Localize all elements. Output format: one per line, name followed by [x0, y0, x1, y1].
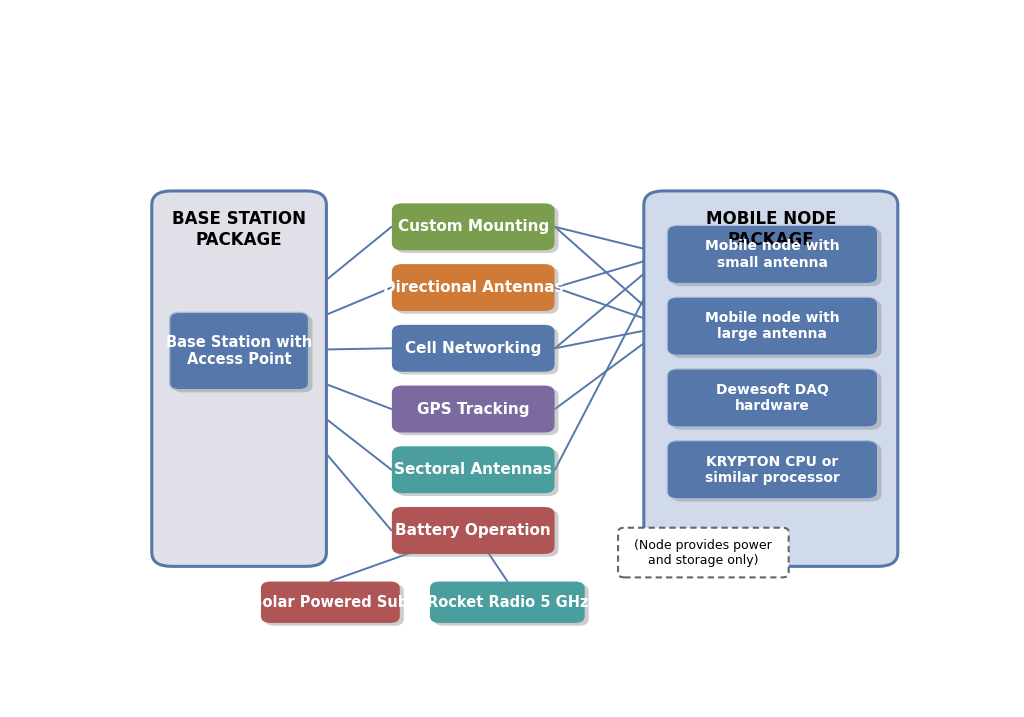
FancyBboxPatch shape — [644, 191, 898, 566]
FancyBboxPatch shape — [396, 206, 558, 253]
FancyBboxPatch shape — [152, 191, 327, 566]
Text: Cell Networking: Cell Networking — [406, 341, 542, 356]
FancyBboxPatch shape — [671, 228, 882, 286]
FancyBboxPatch shape — [396, 449, 558, 496]
FancyBboxPatch shape — [430, 581, 585, 623]
Text: Battery Operation: Battery Operation — [395, 523, 551, 538]
Text: Directional Antennas: Directional Antennas — [383, 280, 563, 295]
FancyBboxPatch shape — [392, 386, 555, 432]
Text: (Node provides power
and storage only): (Node provides power and storage only) — [635, 538, 772, 566]
FancyBboxPatch shape — [261, 581, 399, 623]
FancyBboxPatch shape — [396, 267, 558, 314]
FancyBboxPatch shape — [396, 328, 558, 374]
Text: MOBILE NODE
PACKAGE: MOBILE NODE PACKAGE — [706, 210, 836, 249]
FancyBboxPatch shape — [392, 507, 555, 554]
FancyBboxPatch shape — [392, 264, 555, 311]
FancyBboxPatch shape — [671, 371, 882, 429]
FancyBboxPatch shape — [392, 325, 555, 371]
FancyBboxPatch shape — [396, 510, 558, 556]
FancyBboxPatch shape — [392, 446, 555, 493]
Text: Mobile node with
large antenna: Mobile node with large antenna — [706, 311, 840, 341]
Text: GPS Tracking: GPS Tracking — [417, 402, 529, 417]
Text: Dewesoft DAQ
hardware: Dewesoft DAQ hardware — [716, 383, 828, 413]
Text: Mobile node with
small antenna: Mobile node with small antenna — [706, 239, 840, 270]
FancyBboxPatch shape — [671, 300, 882, 358]
Text: Custom Mounting: Custom Mounting — [397, 219, 549, 234]
FancyBboxPatch shape — [396, 389, 558, 435]
FancyBboxPatch shape — [668, 225, 878, 283]
FancyBboxPatch shape — [392, 204, 555, 250]
FancyBboxPatch shape — [265, 584, 403, 626]
FancyBboxPatch shape — [434, 584, 589, 626]
FancyBboxPatch shape — [668, 441, 878, 499]
Text: BASE STATION
PACKAGE: BASE STATION PACKAGE — [172, 210, 306, 249]
FancyBboxPatch shape — [618, 528, 788, 577]
Text: Solar Powered Sub: Solar Powered Sub — [252, 594, 409, 609]
FancyBboxPatch shape — [170, 313, 308, 390]
FancyBboxPatch shape — [668, 369, 878, 427]
Text: Sectoral Antennas: Sectoral Antennas — [394, 462, 552, 478]
Text: Base Station with
Access Point: Base Station with Access Point — [166, 335, 312, 367]
FancyBboxPatch shape — [174, 315, 312, 392]
Text: Rocket Radio 5 GHz: Rocket Radio 5 GHz — [427, 594, 588, 609]
Text: KRYPTON CPU or
similar processor: KRYPTON CPU or similar processor — [705, 455, 840, 485]
FancyBboxPatch shape — [671, 444, 882, 501]
FancyBboxPatch shape — [668, 298, 878, 355]
